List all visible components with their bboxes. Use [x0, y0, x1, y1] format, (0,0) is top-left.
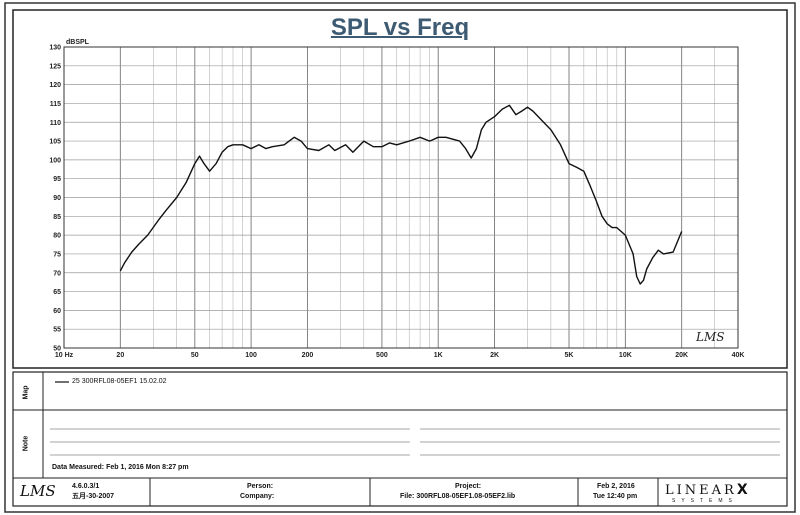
x-tick-label: 40K [732, 352, 745, 359]
project-label: Project: [455, 483, 482, 490]
note-section-label: Note [22, 435, 30, 452]
y-tick-label: 110 [50, 120, 61, 127]
y-tick-label: 105 [49, 139, 61, 146]
company-label: Company: [240, 493, 275, 500]
y-tick-label: 85 [53, 214, 61, 221]
date-measured: Data Measured: Feb 1, 2016 Mon 8:27 pm [52, 464, 189, 471]
y-tick-label: 65 [53, 289, 61, 296]
linearx-logo-subtitle: SYSTEMS [672, 498, 738, 504]
linearx-logo: LINEARX [665, 482, 748, 498]
file-label: File: 300RFL08-05EF1.08-05EF2.lib [400, 493, 516, 500]
legend-entry: 25 300RFL08-05EF1 15.02.02 [72, 378, 167, 385]
x-tick-label: 2K [490, 352, 499, 359]
x-tick-label: 10K [619, 352, 632, 359]
y-tick-label: 100 [49, 157, 61, 164]
y-tick-label: 115 [50, 101, 61, 108]
plot-border [63, 46, 739, 349]
series-line [119, 104, 683, 285]
x-tick-label: 20 [116, 352, 124, 359]
spl-plot-area: 50 55 60 65 70 75 80 85 90 95 100 105 110 115 120 125 13… [49, 39, 745, 359]
x-tick-label: 20K [675, 352, 688, 359]
software-version: 4.6.0.3/1 [72, 483, 100, 490]
lms-logo: LMS [20, 482, 56, 500]
print-date: Feb 2, 2016 [597, 483, 635, 490]
y-tick-label: 75 [53, 251, 61, 258]
chart-title: SPL vs Freq [330, 14, 470, 41]
y-tick-label: 70 [53, 270, 61, 277]
print-time: Tue 12:40 pm [593, 493, 638, 500]
x-tick-label: 50 [191, 352, 199, 359]
map-section-label: Map [22, 385, 30, 400]
person-label: Person: [247, 483, 274, 490]
linearx-logo-text: LINEAR [665, 483, 737, 498]
x-tick-label: 10 Hz [55, 352, 74, 359]
y-tick-label: 95 [53, 176, 61, 183]
x-tick-label: 5K [565, 352, 574, 359]
y-tick-label: 120 [49, 82, 61, 89]
x-tick-label: 100 [245, 352, 257, 359]
lms-plot-watermark: LMS [695, 330, 724, 344]
y-tick-label: 80 [53, 233, 61, 240]
y-axis-label: dBSPL [66, 39, 90, 46]
linearx-logo-x: X [736, 482, 748, 498]
y-tick-label: 90 [53, 195, 61, 202]
y-tick-label: 125 [49, 63, 61, 70]
y-tick-label: 60 [53, 308, 61, 315]
y-tick-label: 55 [53, 327, 61, 334]
y-tick-label: 50 [53, 346, 61, 353]
legend-line-swatch [55, 381, 69, 383]
software-version-date: 五月-30-2007 [72, 493, 115, 500]
x-tick-label: 200 [302, 352, 314, 359]
x-tick-label: 1K [434, 352, 443, 359]
x-tick-label: 500 [376, 352, 388, 359]
y-tick-label: 130 [49, 45, 61, 52]
